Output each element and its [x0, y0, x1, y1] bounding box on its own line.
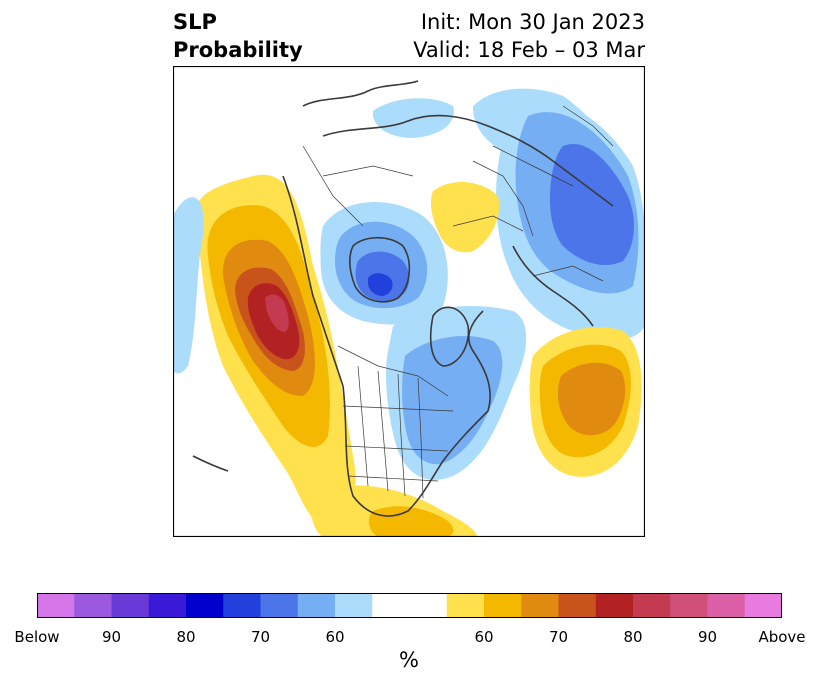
valid-range: Valid: 18 Feb – 03 Mar	[413, 38, 645, 62]
colorbar-unit: %	[399, 648, 419, 672]
title-line-slp: SLP	[173, 10, 217, 34]
colorbar-segment	[223, 593, 261, 618]
colorbar-tick-label: 70	[548, 628, 569, 646]
political-borders	[302, 105, 614, 499]
slp-probability-map	[173, 66, 645, 537]
colorbar-segment	[484, 593, 522, 618]
colorbar-segment	[633, 593, 671, 618]
colorbar-border	[37, 593, 782, 618]
colorbar-tick-label: 60	[474, 628, 494, 646]
colorbar-tick-label: 90	[101, 628, 122, 646]
colorbar-tick-label: 70	[250, 628, 271, 646]
colorbar-segment	[37, 593, 75, 618]
colorbar-tick-label: 90	[697, 628, 718, 646]
colorbar-segment	[595, 593, 634, 618]
colorbar-segment	[148, 593, 187, 618]
colorbar-segment	[446, 593, 485, 618]
anomaly-hudson-bay-below	[320, 202, 448, 325]
colorbar-tick-label: 60	[325, 628, 345, 646]
colorbar-tick-label: Above	[758, 628, 806, 646]
colorbar-segment	[558, 593, 597, 618]
colorbar-segment	[74, 593, 112, 618]
colorbar-segment	[744, 593, 783, 618]
coastlines	[192, 80, 614, 517]
colorbar-segment	[260, 593, 299, 618]
anomaly-north-pacific-above	[194, 174, 356, 527]
colorbar-segment	[521, 593, 559, 618]
colorbar-segment	[186, 593, 224, 618]
init-date: Init: Mon 30 Jan 2023	[420, 10, 645, 34]
date-info: Init: Mon 30 Jan 2023 Valid: 18 Feb – 03…	[413, 8, 645, 64]
colorbar-segment	[707, 593, 746, 618]
title-line-probability: Probability	[173, 38, 303, 62]
anomaly-siberia-below	[496, 99, 645, 340]
colorbar-segment	[297, 593, 336, 618]
colorbar-segment	[670, 593, 708, 618]
map-title: SLP Probability	[173, 8, 303, 64]
colorbar-segment	[335, 593, 373, 618]
colorbar-tick-label: Below	[14, 628, 60, 646]
colorbar-segment	[372, 593, 448, 618]
colorbar-tick-label: 80	[623, 628, 643, 646]
colorbar-segment	[111, 593, 150, 618]
anomaly-north-atlantic-above	[529, 327, 642, 477]
colorbar	[36, 593, 783, 618]
colorbar-tick-label: 80	[176, 628, 196, 646]
